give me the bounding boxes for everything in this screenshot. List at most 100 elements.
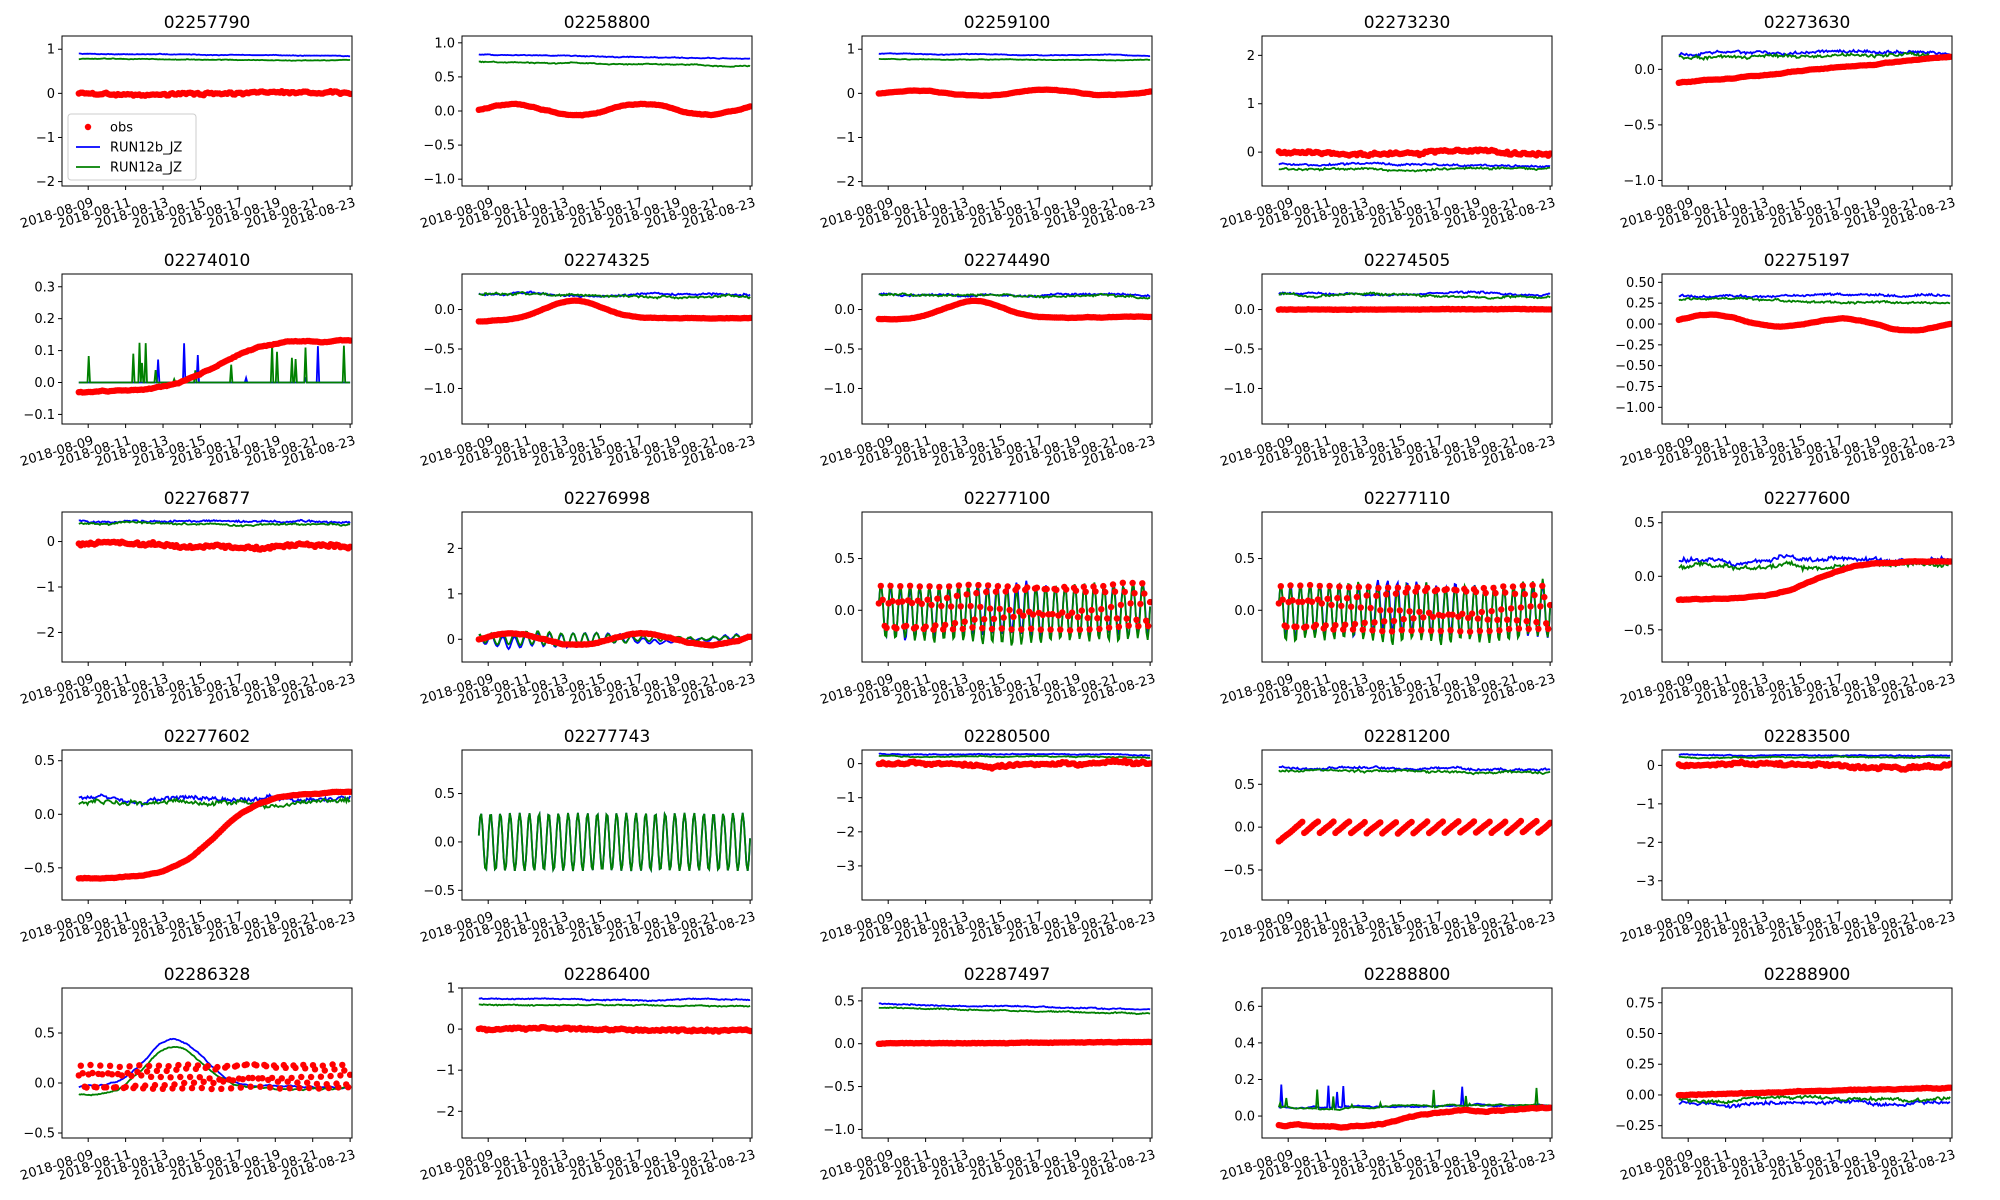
obs-point bbox=[1519, 582, 1527, 589]
obs-point bbox=[224, 1062, 231, 1070]
obs-point bbox=[296, 1084, 303, 1092]
obs-point bbox=[1459, 610, 1466, 617]
obs-point bbox=[181, 1079, 188, 1087]
y-tick-label: 0.5 bbox=[434, 787, 455, 802]
obs-point bbox=[1357, 604, 1365, 611]
series-RUN12b_JZ bbox=[878, 752, 1151, 757]
panel-title: 02283500 bbox=[1764, 727, 1851, 747]
obs-point bbox=[346, 1071, 352, 1078]
obs-point bbox=[986, 605, 994, 612]
obs-point bbox=[206, 1075, 213, 1082]
series-obs bbox=[1675, 558, 1952, 603]
axes-frame bbox=[1661, 273, 1953, 425]
y-tick-label: 1 bbox=[47, 43, 55, 58]
obs-point bbox=[899, 598, 906, 605]
plot-area bbox=[477, 810, 751, 873]
series-obs bbox=[1675, 311, 1952, 334]
obs-point bbox=[1533, 817, 1540, 825]
obs-point bbox=[229, 1077, 237, 1084]
x-tick-label: 2018-08-23 bbox=[1881, 1147, 1958, 1183]
obs-point bbox=[1439, 818, 1447, 825]
panel-02288800: 022888000.00.20.40.62018-08-092018-08-11… bbox=[1219, 965, 1558, 1184]
obs-point bbox=[1092, 588, 1099, 595]
obs-point bbox=[288, 1074, 295, 1082]
obs-point bbox=[1496, 627, 1503, 634]
y-tick-label: 0.0 bbox=[34, 376, 55, 391]
obs-point bbox=[1369, 627, 1376, 634]
series-RUN12a_JZ bbox=[1678, 1094, 1951, 1105]
legend: obs RUN12b_JZ RUN12a_JZ bbox=[67, 113, 197, 181]
panel-title: 02276877 bbox=[164, 489, 251, 509]
y-tick-label: 0.0 bbox=[1634, 570, 1655, 585]
obs-point bbox=[1059, 609, 1066, 616]
obs-point bbox=[1094, 615, 1101, 622]
series-obs bbox=[1275, 1104, 1552, 1131]
obs-point bbox=[147, 1073, 155, 1081]
obs-point bbox=[1100, 582, 1107, 590]
plot-area bbox=[875, 579, 1152, 646]
obs-point bbox=[949, 626, 957, 633]
obs-point bbox=[947, 603, 955, 610]
obs-point bbox=[1039, 611, 1047, 619]
obs-point bbox=[188, 1084, 196, 1092]
obs-point bbox=[266, 1084, 274, 1091]
obs-point bbox=[138, 1072, 145, 1079]
y-tick-label: −1 bbox=[36, 131, 55, 146]
panel-title: 02281200 bbox=[1364, 727, 1451, 747]
y-tick-label: 0.0 bbox=[434, 835, 455, 850]
panel-title: 02273230 bbox=[1364, 13, 1451, 33]
panel-title: 02286328 bbox=[164, 965, 251, 985]
obs-point bbox=[1502, 589, 1509, 596]
y-tick-label: 0.2 bbox=[34, 312, 55, 327]
series-obs bbox=[475, 100, 752, 119]
panel-title: 02276998 bbox=[564, 489, 651, 509]
obs-point bbox=[346, 337, 352, 344]
panel-title: 02274325 bbox=[564, 251, 651, 271]
series-obs bbox=[1275, 581, 1552, 635]
obs-point bbox=[1287, 582, 1294, 589]
y-tick-label: −2 bbox=[36, 175, 55, 190]
obs-point bbox=[969, 624, 976, 631]
x-tick-label: 2018-08-23 bbox=[1881, 195, 1958, 231]
obs-point bbox=[981, 616, 988, 623]
panel-title: 02277110 bbox=[1364, 489, 1451, 509]
plot-area bbox=[75, 1037, 352, 1097]
obs-point bbox=[1427, 627, 1435, 634]
obs-point bbox=[1146, 313, 1152, 321]
obs-point bbox=[1946, 320, 1952, 328]
plot-area bbox=[1275, 765, 1552, 845]
obs-point bbox=[1513, 617, 1521, 624]
y-tick-label: −2 bbox=[836, 175, 855, 190]
obs-point bbox=[305, 1084, 313, 1092]
obs-point bbox=[1345, 584, 1353, 591]
obs-point bbox=[97, 1062, 104, 1069]
obs-point bbox=[1117, 601, 1125, 609]
obs-point bbox=[977, 603, 984, 611]
obs-point bbox=[1470, 818, 1478, 825]
y-tick-label: 0.0 bbox=[434, 303, 455, 318]
obs-point bbox=[1527, 603, 1534, 610]
x-tick-label: 2018-08-23 bbox=[281, 909, 358, 945]
obs-point bbox=[1414, 584, 1421, 591]
obs-point bbox=[1384, 584, 1392, 591]
obs-point bbox=[1102, 588, 1109, 596]
obs-point bbox=[889, 597, 896, 605]
obs-point bbox=[331, 1066, 338, 1073]
obs-point bbox=[278, 1075, 285, 1082]
obs-point bbox=[1299, 598, 1306, 605]
obs-point bbox=[1463, 588, 1470, 595]
obs-point bbox=[1455, 818, 1462, 825]
obs-point bbox=[1386, 607, 1394, 614]
obs-point bbox=[963, 591, 970, 598]
obs-point bbox=[298, 1073, 305, 1081]
panel-title: 02288900 bbox=[1764, 965, 1851, 985]
obs-point bbox=[259, 1075, 266, 1082]
plot-area bbox=[1275, 290, 1552, 314]
x-tick-label: 2018-08-23 bbox=[681, 909, 758, 945]
y-tick-label: −0.5 bbox=[1223, 343, 1255, 358]
panel-02274505: 02274505−1.0−0.50.02018-08-092018-08-112… bbox=[1219, 251, 1558, 470]
series-RUN12b_JZ bbox=[1678, 753, 1951, 758]
obs-point bbox=[961, 618, 968, 625]
obs-point bbox=[746, 103, 752, 110]
obs-point bbox=[1439, 612, 1447, 620]
